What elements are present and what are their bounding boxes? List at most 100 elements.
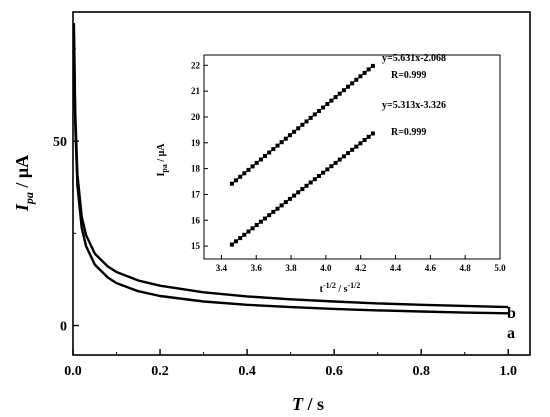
inset-data-point xyxy=(263,216,267,221)
main-plot-frame xyxy=(72,11,531,356)
inset-data-point xyxy=(308,115,313,120)
y-tick-label: 50 xyxy=(53,135,67,150)
inset-x-tick-label: 5.0 xyxy=(494,263,506,273)
svg-text:Ipa / μA: Ipa / μA xyxy=(12,155,36,212)
inset-y-tick-label: 18 xyxy=(191,164,201,174)
inset-data-point xyxy=(333,160,338,165)
fit-r-value: R=0.999 xyxy=(391,70,426,81)
inset-data-point xyxy=(321,170,326,175)
inset-y-tick-label: 21 xyxy=(191,86,201,96)
inset-data-point xyxy=(292,193,297,198)
inset-data-point xyxy=(304,119,309,124)
inset-data-point xyxy=(234,178,238,183)
main-axis-ticks: 0.0 0.2 0.4 0.6 0.8 1.0 0 50 xyxy=(53,48,517,379)
inset-data-point xyxy=(258,219,263,224)
inset-data-point xyxy=(346,151,350,156)
svg-text:Ipa / μA: Ipa / μA xyxy=(156,143,169,177)
inset-x-tick-label: 4.2 xyxy=(355,263,367,273)
inset-data-point xyxy=(325,102,330,106)
inset-data-point xyxy=(258,157,263,162)
inset-annotations: y=5.631x-2.068 R=0.999 y=5.313x-3.326 R=0.9… xyxy=(382,53,446,138)
inset-data-point xyxy=(275,143,280,148)
fit-equation: y=5.631x-2.068 xyxy=(382,53,446,64)
x-tick-label: 0.8 xyxy=(412,364,430,379)
inset-data-point xyxy=(246,229,251,234)
inset-background xyxy=(204,55,500,259)
curve-label-b: b xyxy=(507,305,516,322)
inset-data-point xyxy=(358,141,363,146)
inset-data-point xyxy=(254,160,259,165)
inset-data-point xyxy=(287,133,292,138)
inset-y-tick-label: 20 xyxy=(191,112,201,122)
inset-data-point xyxy=(362,138,367,142)
inset-data-point xyxy=(250,226,255,231)
inset-data-point xyxy=(271,147,276,152)
inset-data-point xyxy=(267,213,272,218)
x-axis-title: T / s xyxy=(292,394,324,414)
inset-data-point xyxy=(329,164,334,169)
inset-data-point xyxy=(341,88,346,93)
inset-data-point xyxy=(296,190,301,195)
main-plot-series xyxy=(72,23,509,315)
inset-data-point xyxy=(337,91,342,96)
inset-data-point xyxy=(279,140,284,145)
inset-data-point xyxy=(362,70,367,75)
inset-data-point xyxy=(246,167,251,172)
inset-data-point xyxy=(366,134,371,139)
inset-data-point xyxy=(287,196,292,201)
inset-data-point xyxy=(229,181,234,186)
inset-data-point xyxy=(275,206,280,211)
x-tick-label: 0.0 xyxy=(64,364,82,379)
inset-data-point xyxy=(312,177,317,182)
inset-data-point xyxy=(242,171,247,176)
inset-x-tick-label: 4.0 xyxy=(320,263,332,273)
inset-data-point xyxy=(300,187,305,192)
inset-data-point xyxy=(238,236,243,241)
x-tick-label: 0.2 xyxy=(151,364,169,379)
inset-x-tick-label: 4.6 xyxy=(425,263,437,273)
inset-data-point xyxy=(317,174,321,178)
inset-y-axis-title: Ipa / μA xyxy=(156,143,169,177)
inset-data-point xyxy=(279,203,284,208)
inset-data-point xyxy=(271,209,276,214)
y-tick-label: 0 xyxy=(60,319,67,334)
inset-data-point xyxy=(292,129,297,134)
inset-data-point xyxy=(238,174,243,179)
inset-data-point xyxy=(317,109,321,113)
inset-y-tick-label: 17 xyxy=(191,189,201,199)
inset-x-tick-label: 3.6 xyxy=(251,263,263,273)
curve-a xyxy=(72,34,509,315)
inset-data-point xyxy=(358,74,363,79)
inset-x-tick-label: 4.4 xyxy=(390,263,402,273)
inset-data-point xyxy=(267,150,272,155)
inset-data-point xyxy=(229,242,234,247)
inset-y-tick-label: 19 xyxy=(191,138,201,148)
inset-x-tick-label: 3.4 xyxy=(216,263,228,273)
inset-data-point xyxy=(354,77,359,82)
inset-plot-series xyxy=(229,63,375,247)
inset-data-point xyxy=(308,180,313,185)
inset-data-point xyxy=(242,232,247,237)
inset-y-tick-label: 16 xyxy=(191,215,201,225)
x-tick-label: 0.6 xyxy=(325,364,343,379)
x-tick-label: 0.4 xyxy=(238,364,256,379)
inset-data-point xyxy=(304,183,309,188)
inset-data-point xyxy=(370,63,375,68)
inset-plot-frame xyxy=(203,54,501,260)
inset-data-point xyxy=(333,95,338,100)
inset-data-point xyxy=(366,67,371,72)
inset-data-point xyxy=(283,200,288,205)
inset-y-tick-label: 22 xyxy=(191,60,201,70)
inset-x-tick-label: 4.8 xyxy=(460,263,472,273)
inset-x-axis-title: t-1/2 / s-1/2 xyxy=(320,281,361,295)
inset-axis-ticks: 3.4 3.6 3.8 4.0 4.2 4.4 4.6 4.8 5.0 15 16 17 18 19 20 2… xyxy=(191,60,506,273)
inset-data-point xyxy=(250,164,255,169)
fit-equation: y=5.313x-3.326 xyxy=(382,100,446,111)
inset-data-point xyxy=(350,81,355,86)
inset-data-point xyxy=(370,131,375,136)
inset-data-point xyxy=(337,157,342,162)
inset-data-point xyxy=(350,147,355,152)
fit-r-value: R=0.999 xyxy=(391,127,426,138)
inset-data-point xyxy=(254,223,259,227)
